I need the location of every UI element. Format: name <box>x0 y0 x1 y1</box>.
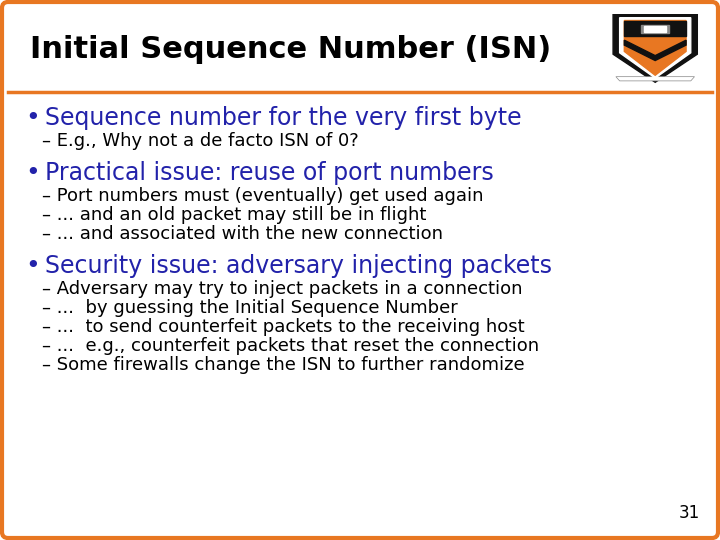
Bar <box>644 26 667 32</box>
Polygon shape <box>616 77 695 81</box>
Text: 31: 31 <box>679 504 700 522</box>
Text: Practical issue: reuse of port numbers: Practical issue: reuse of port numbers <box>45 161 494 185</box>
Text: – ...  e.g., counterfeit packets that reset the connection: – ... e.g., counterfeit packets that res… <box>42 337 539 355</box>
Bar <box>8 8 712 90</box>
Text: – ... and associated with the new connection: – ... and associated with the new connec… <box>42 225 443 243</box>
Polygon shape <box>624 21 686 36</box>
Polygon shape <box>620 18 690 78</box>
Text: – E.g., Why not a de facto ISN of 0?: – E.g., Why not a de facto ISN of 0? <box>42 132 359 150</box>
Text: •: • <box>25 106 40 130</box>
Text: – ...  by guessing the Initial Sequence Number: – ... by guessing the Initial Sequence N… <box>42 299 458 317</box>
Text: •: • <box>25 254 40 278</box>
Text: •: • <box>25 161 40 185</box>
Text: – ...  to send counterfeit packets to the receiving host: – ... to send counterfeit packets to the… <box>42 318 525 336</box>
Text: – ... and an old packet may still be in flight: – ... and an old packet may still be in … <box>42 206 426 224</box>
Text: Sequence number for the very first byte: Sequence number for the very first byte <box>45 106 521 130</box>
Text: Initial Sequence Number (ISN): Initial Sequence Number (ISN) <box>30 35 552 64</box>
Bar <box>641 25 670 33</box>
Polygon shape <box>624 40 686 60</box>
Polygon shape <box>613 14 697 82</box>
Polygon shape <box>624 21 686 75</box>
Text: – Port numbers must (eventually) get used again: – Port numbers must (eventually) get use… <box>42 187 484 205</box>
Text: Security issue: adversary injecting packets: Security issue: adversary injecting pack… <box>45 254 552 278</box>
Text: – Some firewalls change the ISN to further randomize: – Some firewalls change the ISN to furth… <box>42 356 525 374</box>
Text: – Adversary may try to inject packets in a connection: – Adversary may try to inject packets in… <box>42 280 523 298</box>
